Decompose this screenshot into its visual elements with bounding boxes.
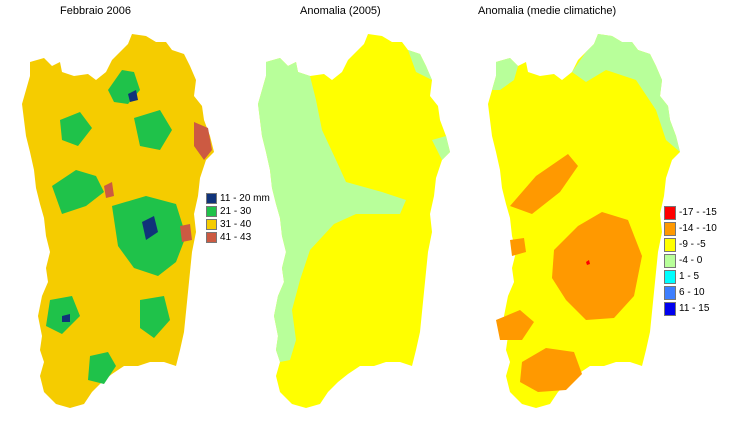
legend-label: 1 - 5 — [679, 271, 700, 282]
legend-label: 6 - 10 — [679, 287, 705, 298]
legend-swatch-minus9-minus5 — [664, 237, 676, 252]
legend-item: -9 - -5 — [664, 237, 717, 252]
legend-swatch-21-30 — [206, 205, 217, 217]
anomaly-legend: -17 - -15 -14 - -10 -9 - -5 -4 - 0 1 - 5… — [664, 205, 717, 317]
rainfall-class-11-20-areas — [62, 90, 158, 322]
map-panel-anomaly-2005 — [258, 34, 450, 408]
legend-label: 11 - 20 mm — [220, 192, 270, 204]
legend-item: 21 - 30 — [206, 205, 270, 217]
legend-swatch-minus17-minus15 — [664, 205, 676, 220]
legend-item: 11 - 20 mm — [206, 192, 270, 204]
legend-label: 41 - 43 — [220, 231, 252, 243]
legend-label: 21 - 30 — [220, 205, 252, 217]
map-title-anomaly-2005: Anomalia (2005) — [300, 5, 381, 17]
legend-swatch-minus14-minus10 — [664, 221, 676, 236]
rainfall-legend: 11 - 20 mm 21 - 30 31 - 40 41 - 43 — [206, 192, 270, 244]
legend-swatch-41-43 — [206, 231, 217, 243]
rainfall-class-41-43-areas — [104, 122, 212, 242]
legend-label: -4 - 0 — [679, 255, 703, 266]
anomaly-class-minus17-minus15-areas — [586, 260, 590, 265]
legend-label: 31 - 40 — [220, 218, 252, 230]
legend-label: -14 - -10 — [679, 223, 717, 234]
legend-label: -9 - -5 — [679, 239, 706, 250]
anomaly-class-minus14-minus10-areas — [496, 154, 642, 392]
map-panel-anomaly-climatic-means — [488, 34, 680, 408]
legend-label: -17 - -15 — [679, 207, 717, 218]
anomaly-class-minus4-0-areas — [258, 50, 450, 362]
map-title-anomaly-climatic-means: Anomalia (medie climatiche) — [478, 5, 617, 17]
map-panel-february-2006 — [22, 34, 214, 408]
legend-swatch-11-20 — [206, 192, 217, 204]
legend-item: -4 - 0 — [664, 253, 717, 268]
legend-item: 11 - 15 — [664, 301, 717, 316]
legend-swatch-1-5 — [664, 269, 676, 284]
legend-swatch-31-40 — [206, 218, 217, 230]
legend-item: 6 - 10 — [664, 285, 717, 300]
legend-swatch-minus4-0 — [664, 253, 676, 268]
legend-swatch-6-10 — [664, 285, 676, 300]
map-title-february-2006: Febbraio 2006 — [60, 5, 131, 17]
anomaly-class-minus4-0-areas — [492, 34, 680, 152]
legend-label: 11 - 15 — [679, 303, 710, 314]
legend-item: 31 - 40 — [206, 218, 270, 230]
legend-item: -17 - -15 — [664, 205, 717, 220]
legend-item: 41 - 43 — [206, 231, 270, 243]
legend-swatch-11-15 — [664, 301, 676, 316]
legend-item: 1 - 5 — [664, 269, 717, 284]
legend-item: -14 - -10 — [664, 221, 717, 236]
